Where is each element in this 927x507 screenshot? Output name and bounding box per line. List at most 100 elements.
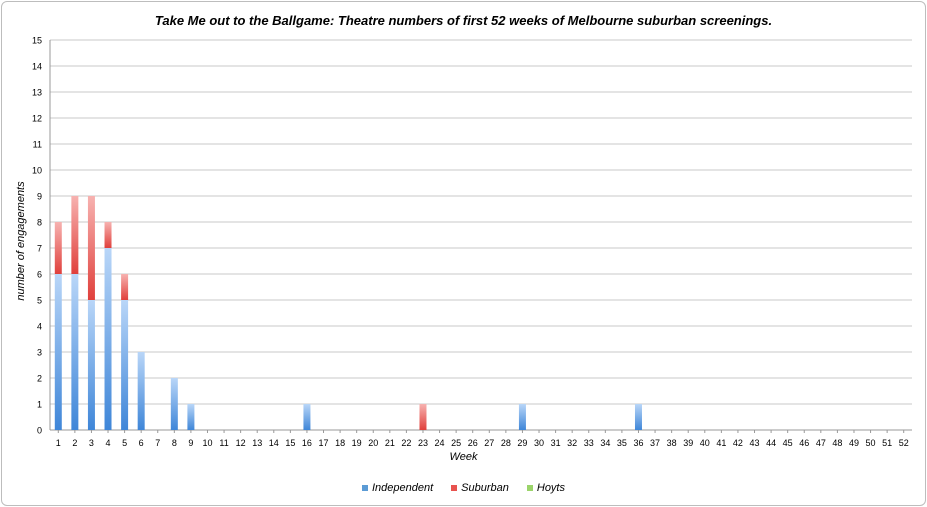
x-tick-label: 16 [302, 438, 312, 448]
bar-independent-week-29 [518, 404, 526, 430]
y-tick-label: 2 [37, 374, 42, 384]
legend-label-suburban: Suburban [461, 482, 509, 494]
x-tick-label: 25 [451, 438, 461, 448]
y-tick-label: 0 [37, 426, 42, 436]
bar-suburban-week-1 [54, 222, 62, 274]
x-tick-label: 3 [89, 438, 94, 448]
y-tick-label: 3 [37, 348, 42, 358]
x-tick-label: 45 [783, 438, 793, 448]
x-tick-label: 49 [849, 438, 859, 448]
x-tick-label: 29 [517, 438, 527, 448]
bar-independent-week-1 [54, 274, 62, 430]
chart-title: Take Me out to the Ballgame: Theatre num… [154, 13, 773, 28]
x-tick-label: 31 [551, 438, 561, 448]
bar-independent-week-2 [71, 274, 79, 430]
x-tick-label: 44 [766, 438, 776, 448]
x-tick-label: 35 [617, 438, 627, 448]
bar-suburban-week-23 [419, 404, 427, 430]
x-tick-label: 51 [882, 438, 892, 448]
y-axis-label: number of engagements [15, 181, 27, 301]
bar-independent-week-4 [104, 248, 112, 430]
bars [54, 196, 642, 430]
y-tick-label: 14 [32, 62, 42, 72]
bar-independent-week-6 [137, 352, 145, 430]
x-tick-label: 34 [600, 438, 610, 448]
x-tick-label: 15 [285, 438, 295, 448]
x-tick-label: 23 [418, 438, 428, 448]
x-tick-label: 38 [667, 438, 677, 448]
legend-label-independent: Independent [371, 482, 434, 494]
x-tick-label: 50 [866, 438, 876, 448]
legend-swatch-hoyts [526, 485, 533, 491]
legend-item-independent: Independent [361, 482, 434, 494]
x-tick-label: 19 [352, 438, 362, 448]
x-tick-label: 4 [106, 438, 111, 448]
x-tick-label: 13 [252, 438, 262, 448]
y-tick-label: 1 [37, 400, 42, 410]
x-tick-label: 39 [683, 438, 693, 448]
x-tick-labels: 1 2 3 4 5 6 7 8 9 10 11 12 13 14 15 16 17 18 19 20 21 22 23 24 2… [56, 438, 909, 448]
bar-suburban-week-2 [71, 196, 79, 274]
x-tick-label: 46 [799, 438, 809, 448]
x-tick-label: 27 [484, 438, 494, 448]
x-tick-label: 14 [269, 438, 279, 448]
bar-suburban-week-4 [104, 222, 112, 248]
x-tick-label: 8 [172, 438, 177, 448]
x-tick-label: 40 [700, 438, 710, 448]
x-tick-label: 24 [435, 438, 445, 448]
bar-independent-week-9 [187, 404, 195, 430]
bar-suburban-week-5 [121, 274, 129, 300]
x-tick-label: 33 [584, 438, 594, 448]
x-tick-label: 30 [534, 438, 544, 448]
x-tick-label: 9 [188, 438, 193, 448]
x-tick-label: 1 [56, 438, 61, 448]
legend-item-hoyts: Hoyts [526, 482, 565, 494]
x-tick-label: 28 [501, 438, 511, 448]
x-tick-label: 7 [155, 438, 160, 448]
x-tick-label: 42 [733, 438, 743, 448]
x-axis-label: Week [449, 451, 478, 463]
legend-item-suburban: Suburban [451, 482, 509, 494]
legend: Independent Suburban Hoyts [0, 482, 927, 494]
x-tick-label: 47 [816, 438, 826, 448]
bar-independent-week-3 [87, 300, 95, 430]
legend-label-hoyts: Hoyts [536, 482, 565, 494]
x-tick-label: 37 [650, 438, 660, 448]
x-tick-label: 18 [335, 438, 345, 448]
x-tick-label: 17 [319, 438, 329, 448]
y-tick-label: 15 [32, 36, 42, 46]
gridlines [50, 39, 912, 405]
x-tick-label: 2 [72, 438, 77, 448]
x-tick-label: 21 [385, 438, 395, 448]
y-tick-label: 7 [37, 244, 42, 254]
y-tick-label: 11 [33, 140, 42, 150]
y-tick-label: 5 [37, 296, 42, 306]
x-tick-label: 48 [832, 438, 842, 448]
x-tick-label: 32 [567, 438, 577, 448]
bar-independent-week-8 [170, 378, 178, 430]
legend-swatch-independent [361, 485, 368, 491]
x-tick-label: 6 [139, 438, 144, 448]
x-tick-label: 43 [750, 438, 760, 448]
x-tick-label: 20 [368, 438, 378, 448]
y-tick-label: 10 [32, 166, 42, 176]
axes [49, 40, 912, 433]
y-tick-label: 4 [37, 322, 42, 332]
y-tick-label: 8 [37, 218, 42, 228]
x-tick-label: 52 [899, 438, 909, 448]
legend-swatch-suburban [451, 485, 458, 491]
x-tick-label: 36 [633, 438, 643, 448]
x-tick-label: 10 [202, 438, 212, 448]
bar-suburban-week-3 [87, 196, 95, 300]
x-tick-label: 12 [236, 438, 246, 448]
x-tick-label: 22 [401, 438, 411, 448]
bar-independent-week-36 [634, 404, 642, 430]
bar-independent-week-5 [121, 300, 129, 430]
y-tick-label: 9 [37, 192, 42, 202]
x-tick-label: 26 [468, 438, 478, 448]
y-tick-label: 12 [32, 114, 42, 124]
x-tick-label: 41 [716, 438, 726, 448]
